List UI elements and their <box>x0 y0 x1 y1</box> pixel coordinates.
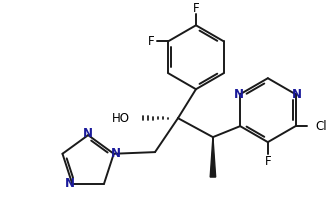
Text: N: N <box>292 88 302 101</box>
Text: F: F <box>265 155 271 168</box>
Text: N: N <box>65 177 75 190</box>
Text: F: F <box>193 2 199 15</box>
Text: HO: HO <box>112 112 130 125</box>
Text: Cl: Cl <box>316 120 327 133</box>
Text: N: N <box>111 147 121 160</box>
Polygon shape <box>210 137 216 177</box>
Text: N: N <box>83 127 93 140</box>
Text: N: N <box>234 88 244 101</box>
Text: F: F <box>148 35 155 48</box>
